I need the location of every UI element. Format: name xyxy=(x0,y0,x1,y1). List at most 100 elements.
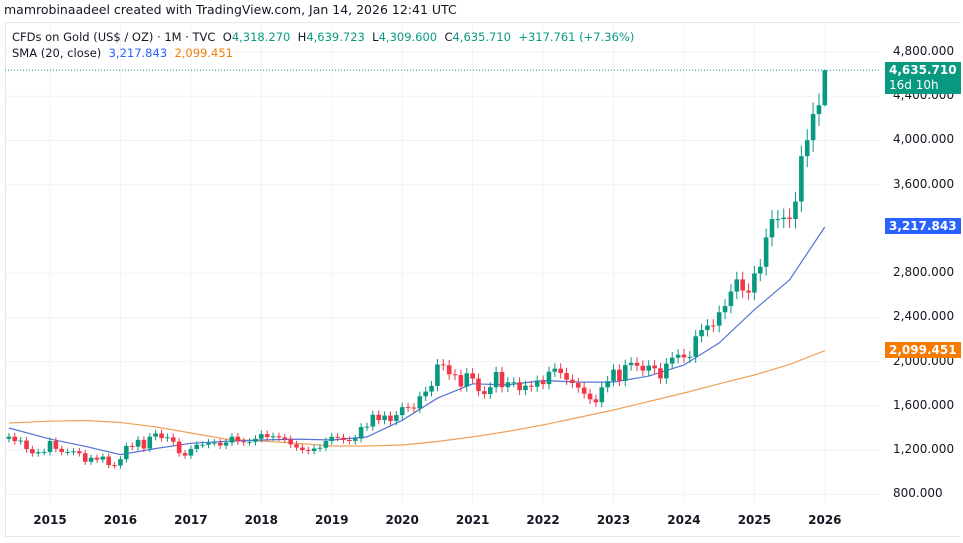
candle xyxy=(159,429,164,442)
candle xyxy=(30,445,35,457)
candle xyxy=(165,433,170,442)
candle-body xyxy=(24,440,29,450)
candle-body xyxy=(352,438,358,441)
candle-body xyxy=(135,439,141,447)
candle-body xyxy=(82,453,88,462)
candle xyxy=(517,377,522,396)
candle-body xyxy=(711,325,716,327)
candle xyxy=(364,422,370,431)
candle xyxy=(6,433,12,443)
candle-body xyxy=(558,368,563,374)
candle-body xyxy=(18,440,23,442)
candle-body xyxy=(159,433,164,439)
candle xyxy=(141,436,147,453)
candle xyxy=(253,435,258,446)
candle-body xyxy=(482,391,487,394)
candle-body xyxy=(570,379,575,384)
candle xyxy=(787,208,792,229)
candle xyxy=(276,432,282,442)
candle-body xyxy=(235,436,241,442)
candle-body xyxy=(294,444,299,448)
candle xyxy=(200,441,205,449)
candle-body xyxy=(752,273,757,293)
candle-body xyxy=(335,436,340,438)
candle xyxy=(728,284,734,314)
candle xyxy=(734,271,740,300)
candle xyxy=(88,454,94,465)
indicator-name[interactable]: SMA (20, close) xyxy=(12,46,102,60)
chart-credit: mamrobinaadeel created with TradingView.… xyxy=(4,2,457,17)
candle-body xyxy=(47,440,53,452)
candle-body xyxy=(329,436,335,442)
candle-body xyxy=(188,448,194,456)
candle xyxy=(153,429,158,441)
candle xyxy=(810,102,816,152)
candle xyxy=(705,319,710,337)
time-axis-label: 2021 xyxy=(455,513,490,527)
candle xyxy=(652,360,657,374)
candle-body xyxy=(552,368,558,372)
candle-body xyxy=(317,447,323,449)
candle xyxy=(722,299,728,320)
candle-body xyxy=(358,427,364,439)
candle-body xyxy=(470,373,475,379)
candle xyxy=(106,453,111,469)
candle xyxy=(259,430,264,443)
candle-body xyxy=(446,365,452,375)
candle-body xyxy=(728,291,734,307)
open-label: O xyxy=(222,30,232,44)
candle-body xyxy=(564,373,569,380)
candle xyxy=(282,433,288,443)
time-axis-label: 2015 xyxy=(33,513,67,527)
high-label: H xyxy=(297,30,307,44)
candle xyxy=(640,360,646,377)
candle xyxy=(212,439,217,447)
candle-body xyxy=(347,439,352,441)
candle-body xyxy=(323,441,329,448)
candle-body xyxy=(12,436,18,442)
candle xyxy=(757,258,763,282)
candle-body xyxy=(182,453,188,456)
candle xyxy=(435,358,440,392)
candle-body xyxy=(628,362,634,366)
candle-body xyxy=(576,383,581,388)
candle xyxy=(804,129,810,168)
candle-body xyxy=(247,441,252,443)
candle xyxy=(241,437,247,446)
candle xyxy=(323,437,329,452)
time-axis-label: 2026 xyxy=(808,513,842,527)
price-axis-label: 2,400.000 xyxy=(893,309,955,324)
candle xyxy=(529,380,534,392)
candle-body xyxy=(540,380,546,385)
candle-body xyxy=(476,378,481,392)
candle-body xyxy=(435,364,440,386)
last-price-tag: 4,635.710 16d 10h xyxy=(885,62,961,94)
candle-body xyxy=(769,219,775,238)
sma1-value: 3,217.843 xyxy=(108,46,168,60)
candle-body xyxy=(223,442,229,446)
candle xyxy=(417,391,423,414)
time-axis-label: 2024 xyxy=(667,513,701,527)
candle-body xyxy=(124,445,129,460)
bar-countdown: 16d 10h xyxy=(889,78,939,92)
candle xyxy=(77,447,82,457)
time-axis-label: 2025 xyxy=(737,513,772,527)
candle-body xyxy=(41,451,47,453)
candle xyxy=(681,349,687,364)
last-price-value: 4,635.710 xyxy=(889,63,957,77)
candle-body xyxy=(716,312,722,326)
candle-body xyxy=(617,369,622,381)
candle-body xyxy=(259,434,264,439)
candle xyxy=(458,369,464,392)
candle xyxy=(664,358,669,384)
candle-body xyxy=(405,407,411,409)
candle xyxy=(405,402,411,412)
symbol-name[interactable]: CFDs on Gold (US$ / OZ) · 1M · TVC xyxy=(12,30,216,44)
candle xyxy=(358,423,364,443)
candle-body xyxy=(587,393,593,400)
candle xyxy=(570,374,575,389)
candle-body xyxy=(534,380,540,387)
candle-body xyxy=(804,140,810,157)
candle-body xyxy=(206,442,211,445)
